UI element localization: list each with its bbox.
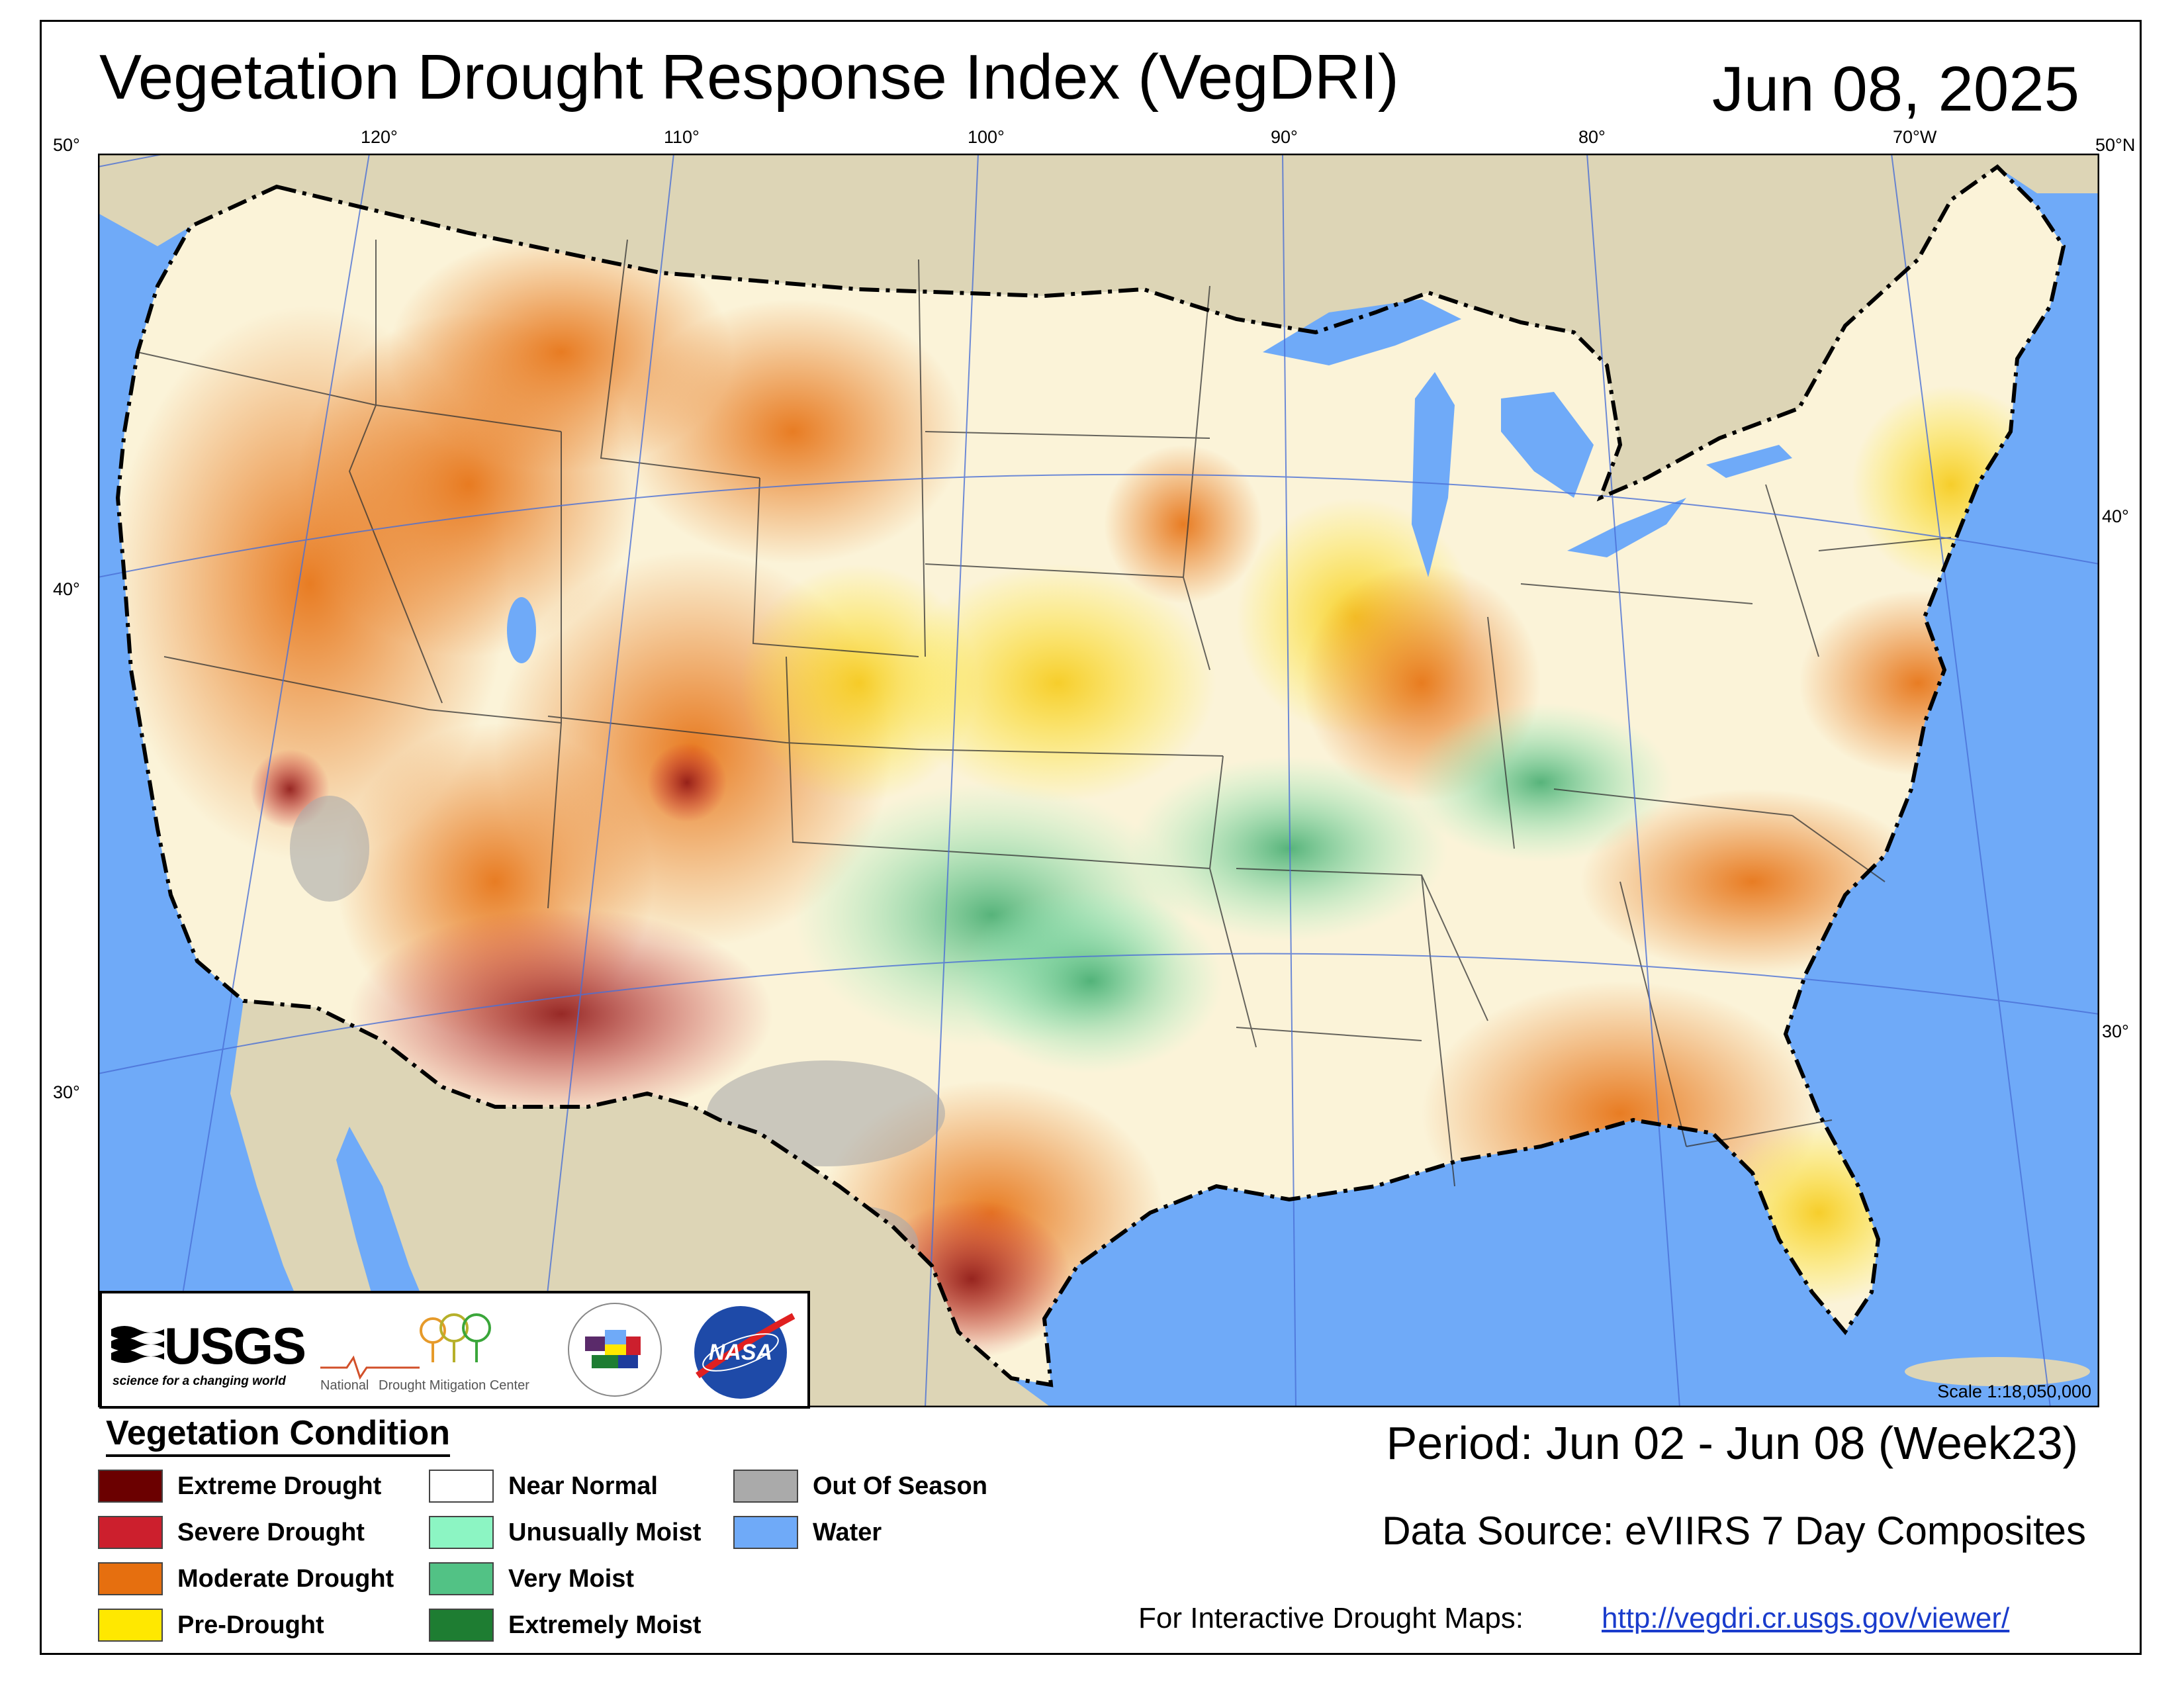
- legend-swatch: [98, 1609, 163, 1642]
- ndmc-prefix: National: [320, 1378, 369, 1393]
- svg-text:NASA: NASA: [709, 1340, 772, 1365]
- lake-huron: [1501, 392, 1594, 498]
- legend-label: Extreme Drought: [177, 1472, 382, 1500]
- legend-label: Near Normal: [508, 1472, 658, 1500]
- ndmc-trees-icon: [420, 1313, 491, 1362]
- graticule: [98, 154, 2099, 1407]
- legend-swatch: [733, 1470, 798, 1503]
- interactive-maps-label: For Interactive Drought Maps:: [1138, 1602, 1524, 1634]
- legend-item-water: Water: [733, 1515, 882, 1550]
- legend-label: Extremely Moist: [508, 1611, 702, 1639]
- usgs-wave-icon: [111, 1326, 164, 1363]
- legend-item-out-of-season: Out Of Season: [733, 1468, 987, 1504]
- legend-swatch: [429, 1609, 494, 1642]
- state-boundaries: [137, 239, 1952, 1187]
- lon-label-100: 100°: [968, 127, 1005, 147]
- ndmc-text: Drought Mitigation Center: [379, 1378, 529, 1393]
- usgs-text: USGS: [164, 1317, 306, 1375]
- nasa-logo: NASA: [691, 1303, 797, 1402]
- viewer-link[interactable]: http://vegdri.cr.usgs.gov/viewer/: [1602, 1602, 2010, 1634]
- ndmc-logo: National Drought Mitigation Center: [320, 1312, 552, 1398]
- legend-item-near-normal: Near Normal: [429, 1468, 658, 1504]
- usgs-tagline: science for a changing world: [113, 1374, 286, 1388]
- legend-item-extremely-moist: Extremely Moist: [429, 1607, 701, 1643]
- period-text: Period: Jun 02 - Jun 08 (Week23): [1386, 1417, 2078, 1469]
- map-title: Vegetation Drought Response Index (VegDR…: [99, 42, 1399, 113]
- legend-item-unusually-moist: Unusually Moist: [429, 1515, 701, 1550]
- lat-label-50-left: 50°: [53, 135, 80, 155]
- lat-label-50n-right: 50°N: [2095, 135, 2136, 155]
- legend-swatch: [98, 1562, 163, 1595]
- legend-swatch: [98, 1516, 163, 1549]
- map-scale: Scale 1:18,050,000: [1937, 1382, 2091, 1401]
- hprcc-logo: [565, 1300, 664, 1399]
- hprcc-seal-icon: [568, 1303, 662, 1397]
- map-border: [98, 154, 2099, 1407]
- legend-item-moderate-drought: Moderate Drought: [98, 1561, 394, 1597]
- lake-erie: [1567, 498, 1686, 557]
- lon-label-110: 110°: [664, 127, 700, 147]
- lon-label-120: 120°: [361, 127, 398, 147]
- lat-label-40-left: 40°: [53, 579, 80, 599]
- map-frame: [40, 20, 2142, 1655]
- legend-item-extreme-drought: Extreme Drought: [98, 1468, 381, 1504]
- lon-label-90: 90°: [1271, 127, 1298, 147]
- legend-swatch: [98, 1470, 163, 1503]
- lat-label-40-right: 40°: [2102, 506, 2129, 526]
- legend-label: Very Moist: [508, 1564, 635, 1593]
- usgs-logo: USGS science for a changing world: [111, 1317, 310, 1393]
- legend-title: Vegetation Condition: [106, 1413, 450, 1457]
- legend-label: Unusually Moist: [508, 1518, 702, 1546]
- lat-label-30-right: 30°: [2102, 1021, 2129, 1041]
- logo-panel: USGS science for a changing world Nation…: [99, 1291, 810, 1409]
- lake-michigan: [1412, 372, 1455, 577]
- vegdri-map: [98, 154, 2099, 1407]
- data-source-text: Data Source: eVIIRS 7 Day Composites: [1382, 1509, 2086, 1553]
- lake-superior: [1263, 299, 1461, 365]
- legend-swatch: [733, 1516, 798, 1549]
- cuba-land: [1905, 1357, 2090, 1386]
- ndmc-pulse-icon: [320, 1355, 420, 1380]
- legend-label: Severe Drought: [177, 1518, 365, 1546]
- lake-ontario: [1706, 445, 1792, 478]
- lon-label-80: 80°: [1578, 127, 1606, 147]
- canada-land: [98, 154, 2099, 498]
- legend-swatch: [429, 1516, 494, 1549]
- legend-label: Out Of Season: [813, 1472, 987, 1500]
- legend-swatch: [429, 1562, 494, 1595]
- nasa-meatball-icon: NASA: [694, 1306, 796, 1399]
- legend-item-severe-drought: Severe Drought: [98, 1515, 365, 1550]
- legend-item-very-moist: Very Moist: [429, 1561, 634, 1597]
- legend-item-pre-drought: Pre-Drought: [98, 1607, 324, 1643]
- map-date: Jun 08, 2025: [1711, 54, 2079, 124]
- legend-label: Moderate Drought: [177, 1564, 394, 1593]
- legend-label: Pre-Drought: [177, 1611, 324, 1639]
- legend-label: Water: [813, 1518, 882, 1546]
- legend-swatch: [429, 1470, 494, 1503]
- lon-label-70w: 70°W: [1893, 127, 1937, 147]
- lat-label-30-left: 30°: [53, 1082, 80, 1102]
- great-salt-lake: [507, 597, 536, 663]
